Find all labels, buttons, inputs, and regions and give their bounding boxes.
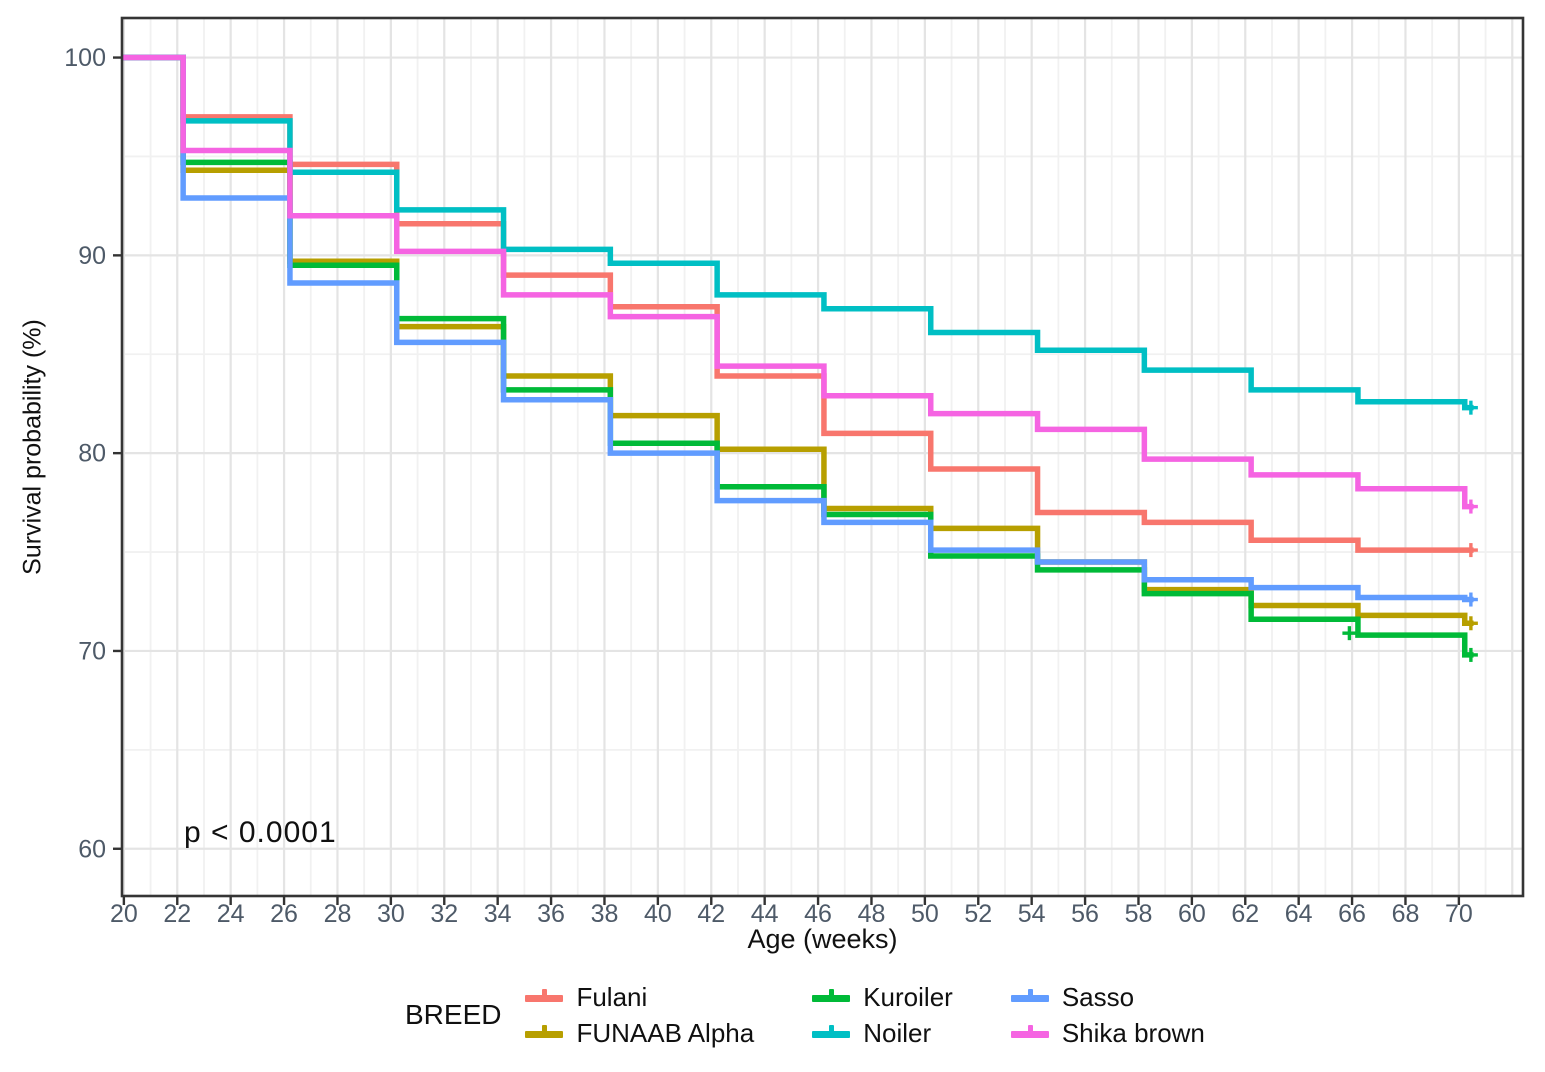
tick-label: 100 — [64, 44, 106, 72]
legend-key-icon — [525, 987, 564, 1007]
legend: BREED Fulani FUNAAB Alpha Kuroiler Noiler Sa… — [405, 981, 1205, 1048]
tick-label: 70 — [1445, 900, 1473, 928]
tick-label: 80 — [78, 440, 106, 468]
censor-tick-icon — [542, 1025, 548, 1036]
legend-label-kuroiler: Kuroiler — [863, 981, 953, 1012]
curve-noiler — [122, 54, 1474, 411]
curve-sasso — [122, 54, 1474, 603]
line-swatch — [812, 1031, 851, 1038]
tick-label: 62 — [1231, 900, 1259, 928]
tick-label: 20 — [110, 900, 138, 928]
legend-key-icon — [812, 987, 851, 1007]
tick-label: 42 — [697, 900, 725, 928]
tick-label: 30 — [377, 900, 405, 928]
legend-title: BREED — [405, 999, 502, 1030]
line-swatch — [525, 995, 564, 1002]
line-swatch — [1010, 1031, 1049, 1038]
tick-label: 48 — [858, 900, 886, 928]
legend-key-icon — [1010, 1023, 1049, 1043]
legend-label-funaab-alpha: FUNAAB Alpha — [576, 1017, 755, 1048]
legend-item-fulani: Fulani — [525, 981, 754, 1012]
curve-funaab-alpha — [122, 54, 1474, 627]
legend-key-icon — [525, 1023, 564, 1043]
curve-shika-brown — [122, 54, 1474, 510]
legend-key-icon — [812, 1023, 851, 1043]
x-axis-title: Age (weeks) — [747, 924, 898, 954]
censor-tick-icon — [542, 989, 548, 1000]
censor-tick-icon — [1027, 1025, 1033, 1036]
censor-tick-icon — [829, 989, 835, 1000]
legend-item-noiler: Noiler — [812, 1017, 953, 1048]
curve-kuroiler — [122, 54, 1474, 658]
legend-grid: Fulani FUNAAB Alpha Kuroiler Noiler Sasso Shi… — [525, 981, 1205, 1048]
tick-label: 52 — [964, 900, 992, 928]
legend-label-fulani: Fulani — [576, 981, 648, 1012]
legend-item-kuroiler: Kuroiler — [812, 981, 953, 1012]
tick-label: 66 — [1338, 900, 1366, 928]
tick-label: 34 — [484, 900, 512, 928]
y-axis-title: Survival probability (%) — [18, 319, 47, 575]
tick-label: 38 — [591, 900, 619, 928]
tick-label: 40 — [644, 900, 672, 928]
tick-label: 24 — [217, 900, 245, 928]
tick-label: 68 — [1392, 900, 1420, 928]
tick-label: 90 — [78, 242, 106, 270]
legend-label-noiler: Noiler — [863, 1017, 932, 1048]
p-value-annotation: p < 0.0001 — [184, 816, 337, 849]
tick-label: 70 — [78, 637, 106, 665]
tick-label: 28 — [324, 900, 352, 928]
tick-label: 36 — [537, 900, 565, 928]
tick-label: 58 — [1125, 900, 1153, 928]
tick-label: 22 — [163, 900, 191, 928]
legend-label-shika-brown: Shika brown — [1061, 1017, 1205, 1048]
tick-label: 32 — [430, 900, 458, 928]
legend-item-funaab-alpha: FUNAAB Alpha — [525, 1017, 755, 1048]
censor-tick-icon — [1027, 989, 1033, 1000]
tick-label: 56 — [1071, 900, 1099, 928]
line-swatch — [525, 1031, 564, 1038]
tick-label: 60 — [1178, 900, 1206, 928]
line-swatch — [812, 995, 851, 1002]
tick-label: 64 — [1285, 900, 1313, 928]
legend-item-shika-brown: Shika brown — [1010, 1017, 1205, 1048]
tick-label: 60 — [78, 835, 106, 863]
plot-panel: 20 22 24 26 28 30 32 34 36 38 40 42 44 46 48 50 52 54 56 58… — [64, 16, 1525, 928]
censor-tick-icon — [829, 1025, 835, 1036]
legend-item-sasso: Sasso — [1010, 981, 1205, 1012]
legend-label-sasso: Sasso — [1061, 981, 1135, 1012]
tick-label: 50 — [911, 900, 939, 928]
tick-label: 26 — [270, 900, 298, 928]
tick-label: 54 — [1018, 900, 1046, 928]
tick-label: 46 — [804, 900, 832, 928]
legend-key-icon — [1010, 987, 1049, 1007]
line-swatch — [1010, 995, 1049, 1002]
tick-label: 44 — [751, 900, 779, 928]
